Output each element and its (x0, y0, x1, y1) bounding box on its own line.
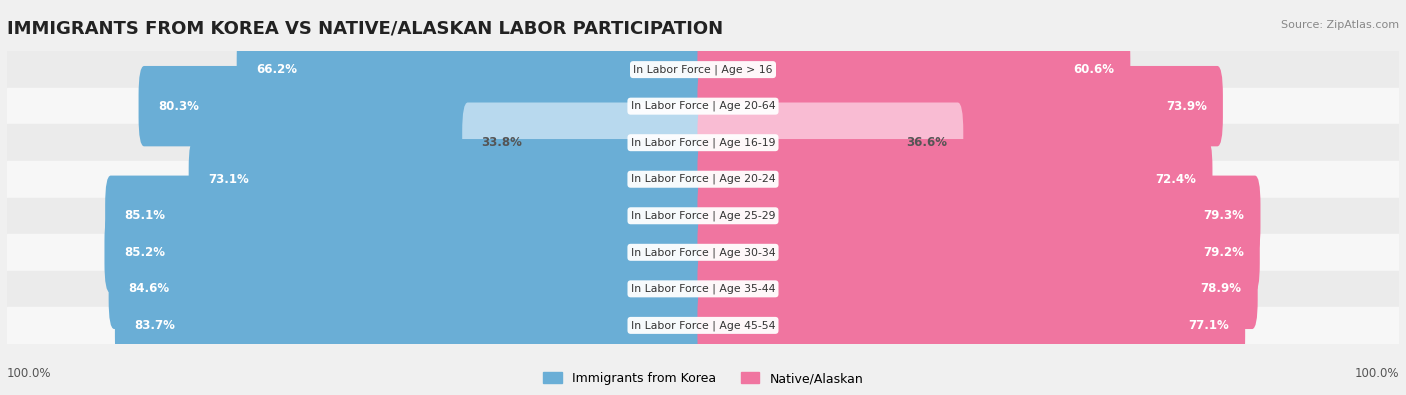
Text: Source: ZipAtlas.com: Source: ZipAtlas.com (1281, 20, 1399, 30)
Text: 79.3%: 79.3% (1204, 209, 1244, 222)
Bar (7, 124, 1399, 161)
Text: In Labor Force | Age 25-29: In Labor Force | Age 25-29 (631, 211, 775, 221)
Text: 85.1%: 85.1% (125, 209, 166, 222)
FancyBboxPatch shape (463, 103, 709, 183)
Text: In Labor Force | Age 30-34: In Labor Force | Age 30-34 (631, 247, 775, 258)
FancyBboxPatch shape (236, 30, 709, 110)
FancyBboxPatch shape (697, 66, 1223, 147)
Text: 73.1%: 73.1% (208, 173, 249, 186)
FancyBboxPatch shape (697, 176, 1260, 256)
Text: In Labor Force | Age > 16: In Labor Force | Age > 16 (633, 64, 773, 75)
Bar (7, 51, 1399, 88)
FancyBboxPatch shape (697, 30, 1130, 110)
FancyBboxPatch shape (697, 285, 1246, 366)
FancyBboxPatch shape (697, 139, 1212, 220)
Bar (7, 88, 1399, 124)
Bar (7, 198, 1399, 234)
Bar (7, 271, 1399, 307)
FancyBboxPatch shape (697, 212, 1260, 292)
Text: 77.1%: 77.1% (1188, 319, 1229, 332)
FancyBboxPatch shape (697, 103, 963, 183)
Text: 78.9%: 78.9% (1201, 282, 1241, 295)
Text: 60.6%: 60.6% (1073, 63, 1115, 76)
Text: 84.6%: 84.6% (128, 282, 169, 295)
Text: In Labor Force | Age 35-44: In Labor Force | Age 35-44 (631, 284, 775, 294)
Text: 80.3%: 80.3% (157, 100, 198, 113)
FancyBboxPatch shape (139, 66, 709, 147)
FancyBboxPatch shape (697, 249, 1258, 329)
FancyBboxPatch shape (108, 249, 709, 329)
Text: 100.0%: 100.0% (1354, 367, 1399, 380)
Text: In Labor Force | Age 20-64: In Labor Force | Age 20-64 (631, 101, 775, 111)
Text: 66.2%: 66.2% (256, 63, 297, 76)
Text: 73.9%: 73.9% (1166, 100, 1206, 113)
Text: 79.2%: 79.2% (1204, 246, 1244, 259)
Legend: Immigrants from Korea, Native/Alaskan: Immigrants from Korea, Native/Alaskan (538, 367, 868, 390)
FancyBboxPatch shape (105, 176, 709, 256)
Text: 36.6%: 36.6% (907, 136, 948, 149)
FancyBboxPatch shape (115, 285, 709, 366)
Text: In Labor Force | Age 20-24: In Labor Force | Age 20-24 (631, 174, 775, 184)
Text: 85.2%: 85.2% (124, 246, 165, 259)
Text: 72.4%: 72.4% (1156, 173, 1197, 186)
Text: In Labor Force | Age 45-54: In Labor Force | Age 45-54 (631, 320, 775, 331)
Bar (7, 234, 1399, 271)
Text: 83.7%: 83.7% (135, 319, 176, 332)
FancyBboxPatch shape (104, 212, 709, 292)
Bar (7, 307, 1399, 344)
Text: In Labor Force | Age 16-19: In Labor Force | Age 16-19 (631, 137, 775, 148)
Text: 100.0%: 100.0% (7, 367, 52, 380)
Text: IMMIGRANTS FROM KOREA VS NATIVE/ALASKAN LABOR PARTICIPATION: IMMIGRANTS FROM KOREA VS NATIVE/ALASKAN … (7, 20, 723, 38)
Bar (7, 161, 1399, 198)
Text: 33.8%: 33.8% (482, 136, 523, 149)
FancyBboxPatch shape (188, 139, 709, 220)
